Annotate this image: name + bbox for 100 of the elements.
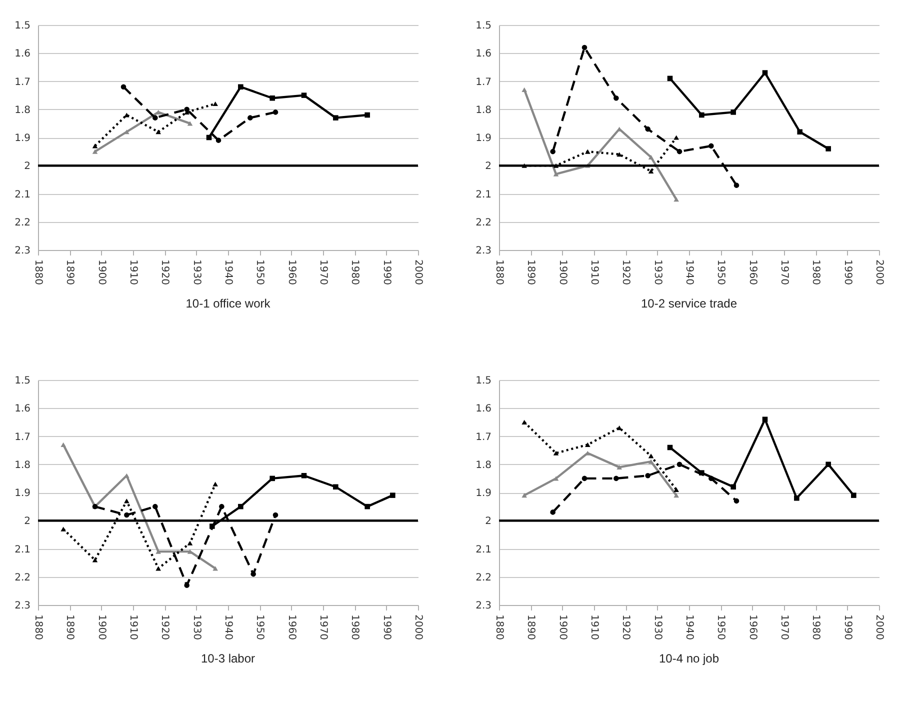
y-tick-label: 1.7 (476, 76, 492, 88)
point (674, 493, 679, 498)
point (212, 101, 218, 106)
y-tick-label: 1.6 (476, 404, 492, 415)
x-tick-label: 1910 (128, 260, 138, 285)
x-tick-label: 1900 (96, 260, 107, 285)
point (648, 168, 654, 174)
x-tick-label: 1890 (525, 614, 536, 640)
x-tick-label: 1990 (842, 614, 853, 640)
point (272, 110, 278, 115)
point (734, 182, 740, 188)
point (364, 504, 370, 510)
point (124, 130, 130, 134)
point (645, 126, 650, 132)
point (797, 129, 802, 135)
y-tick-label: 2.1 (476, 544, 492, 556)
x-tick-label: 1890 (64, 614, 76, 640)
text: 10-1 office work (186, 296, 272, 310)
point (674, 487, 679, 492)
point (212, 566, 218, 571)
x-tick-label: 2000 (412, 260, 424, 285)
point (585, 442, 590, 447)
y-tick-label: 1.9 (14, 133, 30, 144)
point (124, 112, 130, 118)
x-tick-label: 1990 (380, 260, 392, 285)
x-tick-label: 1900 (556, 614, 568, 640)
point (184, 106, 190, 112)
y-tick-label: 2.1 (476, 189, 492, 200)
x-tick-label: 1940 (222, 614, 234, 640)
point (156, 549, 161, 554)
point (187, 121, 193, 126)
point (238, 84, 244, 90)
point (616, 464, 622, 470)
point (333, 115, 338, 120)
x-tick-label: 1920 (159, 260, 170, 285)
point (851, 492, 856, 498)
y-tick-label: 2.3 (14, 246, 30, 256)
point (582, 44, 588, 50)
point (390, 492, 396, 498)
point (762, 70, 768, 76)
point (676, 462, 682, 468)
x-tick-label: 1960 (746, 614, 758, 640)
x-tick-label: 1930 (652, 260, 663, 285)
point (152, 115, 158, 120)
point (216, 138, 222, 143)
x-tick-label: 1980 (810, 260, 822, 285)
y-tick-label: 1.6 (14, 48, 30, 60)
y-tick-label: 2 (485, 161, 492, 172)
x-tick-label: 1960 (286, 260, 297, 285)
y-tick-label: 1.8 (14, 460, 30, 471)
point (730, 484, 736, 490)
y-tick-label: 2.3 (476, 246, 492, 256)
point (826, 462, 831, 468)
y-tick-label: 2.2 (476, 572, 492, 584)
x-tick-label: 1890 (525, 260, 536, 285)
point (364, 112, 370, 118)
point (270, 95, 275, 101)
y-tick-label: 2.3 (14, 600, 30, 612)
point (120, 84, 126, 90)
y-tick-label: 2.2 (476, 217, 492, 228)
x-tick-label: 1880 (494, 614, 504, 640)
point (674, 135, 679, 140)
y-tick-label: 1.7 (14, 432, 30, 443)
point (708, 143, 714, 149)
point (734, 498, 740, 504)
point (616, 152, 622, 157)
point (333, 484, 338, 490)
y-tick-label: 2.3 (476, 600, 492, 612)
y-tick-label: 1.9 (14, 488, 30, 499)
point (60, 526, 66, 532)
x-tick-label: 1970 (318, 260, 328, 285)
point (676, 148, 682, 154)
y-tick-label: 1.9 (476, 488, 492, 499)
point (699, 112, 704, 118)
y-tick-label: 1.5 (14, 376, 30, 386)
point (522, 87, 527, 92)
x-tick-label: 1900 (96, 614, 107, 640)
x-tick-label: 1940 (684, 260, 694, 285)
x-tick-label: 1890 (64, 260, 76, 285)
x-tick-label: 1910 (128, 614, 138, 640)
x-tick-label: 1950 (254, 614, 266, 640)
x-tick-label: 1970 (778, 614, 790, 640)
point (648, 454, 654, 458)
x-tick-label: 1960 (286, 614, 297, 640)
x-tick-label: 1950 (254, 260, 266, 285)
x-tick-label: 1990 (380, 614, 392, 640)
point (553, 450, 559, 456)
point (582, 476, 588, 482)
point (248, 115, 253, 120)
y-tick-label: 1.7 (14, 76, 30, 88)
y-tick-label: 1.5 (14, 20, 30, 32)
y-tick-label: 2.2 (14, 572, 30, 584)
point (699, 470, 704, 476)
point (92, 558, 98, 562)
y-tick-label: 1.8 (476, 460, 492, 471)
point (272, 512, 278, 518)
point (674, 197, 679, 202)
x-tick-label: 1880 (32, 260, 44, 285)
x-tick-label: 2000 (874, 260, 884, 285)
text: 10-4 no job (658, 651, 720, 666)
